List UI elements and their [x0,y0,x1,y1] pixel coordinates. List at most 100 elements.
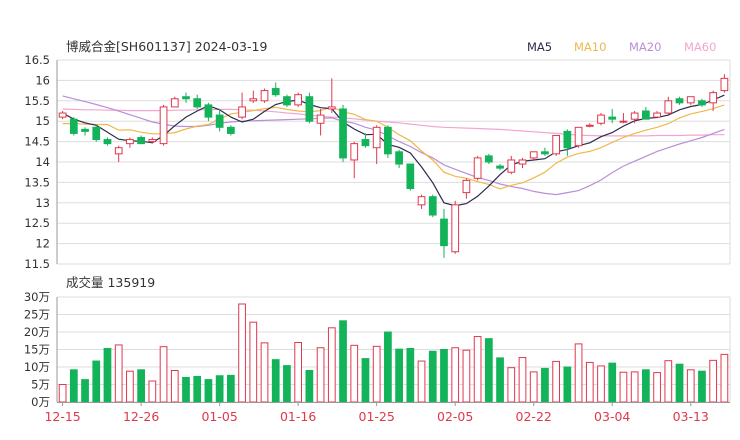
volume-tick-label: 25万 [24,308,50,322]
volume-bar-up [316,347,325,403]
volume-bar-up [159,346,168,403]
volume-bar-down [440,349,448,403]
volume-bar-down [305,370,314,403]
candle-body-up [327,106,336,110]
ma60-line [62,108,725,137]
candle-body-down [484,155,493,163]
volume-bar-up [126,370,134,403]
candle-body-down [563,130,572,149]
candle-body-down [103,139,112,145]
volume-bar-up [294,342,303,403]
volume-bar-down [204,379,213,403]
candle-body-up [170,98,179,108]
volume-bar-down [496,357,504,403]
volume-tick-label: 5万 [31,378,50,392]
volume-bar-up [686,369,695,403]
volume-bar-down [283,365,291,403]
volume-bar-down [137,369,145,403]
volume-bar-up [148,380,157,403]
price-tick-label: 15.5 [24,94,50,108]
volume-bar-down [428,350,437,403]
candle-body-up [585,124,594,127]
volume-bar-up [597,365,605,403]
volume-bar-up [462,349,471,403]
candle-body-up [597,114,605,124]
volume-bars [58,303,729,403]
candle-body-up [619,120,628,123]
legend-ma10: MA10 [574,40,606,54]
candle-body-up [686,96,695,104]
candles [58,74,729,258]
volume-bar-up [518,357,527,403]
volume-bar-up [529,371,538,403]
volume-bar-down [541,367,549,403]
candle-body-up [350,143,359,161]
candle-body-down [305,96,314,122]
volume-bar-up [653,372,661,403]
price-y-axis: 16.5 16 15.5 15 14.5 14 13.5 13 12.5 12 11.5 [24,53,731,271]
volume-y-axis: 30万 25万 20万 15万 10万 5万 0万 [24,290,731,409]
date-axis: 12-15 12-26 01-05 01-16 01-25 02-05 02-22 03-04… [44,402,730,424]
candle-body-down [384,126,392,155]
candle-body-down [541,151,549,155]
volume-tick-label: 0万 [31,395,50,409]
date-tick-label: 02-22 [516,409,552,424]
volume-bar-down [339,320,347,403]
volume-bar-down [69,369,78,403]
price-tick-label: 12.5 [24,216,50,230]
volume-bar-up [58,384,67,403]
volume-tick-label: 30万 [24,290,50,304]
candle-body-up [260,90,269,102]
volume-bar-up [720,353,729,403]
volume-bar-up [630,371,639,403]
volume-bar-down [226,374,235,403]
candle-body-down [361,139,370,147]
candle-body-up [709,92,718,104]
volume-bar-up [473,336,482,403]
legend-ma60: MA60 [684,40,716,54]
candle-body-up [159,106,168,145]
ma10-line [62,104,725,190]
volume-bar-down [361,358,370,403]
candle-body-up [58,112,67,118]
volume-grid [57,296,730,403]
candle-body-up [630,112,639,120]
volume-bar-up [350,344,359,403]
candle-body-up [294,94,303,106]
volume-bar-up [327,327,336,403]
price-tick-label: 13 [35,196,50,210]
volume-tick-label: 15万 [24,343,50,357]
volume-bar-up [574,343,583,403]
date-tick-label: 01-25 [359,409,395,424]
candle-body-down [271,88,280,96]
volume-bar-down [406,347,415,403]
volume-bar-down [271,359,280,403]
candle-body-up [462,179,471,194]
date-tick-label: 02-05 [437,409,473,424]
candle-body-down [182,96,190,100]
volume-bar-down [698,370,706,403]
price-grid [57,59,730,265]
candle-body-down [226,126,235,134]
candle-body-down [675,98,684,104]
volume-bar-up [619,371,628,403]
legend-ma5: MA5 [527,40,552,54]
volume-bar-up [170,370,179,403]
legend-ma20: MA20 [629,40,661,54]
candle-body-down [193,98,202,108]
candle-body-up [451,204,460,253]
volume-bar-up [238,303,246,403]
candle-body-up [653,112,661,118]
volume-bar-up [260,342,269,403]
volume-bar-up [507,367,516,403]
candle-body-down [92,126,101,141]
candle-body-up [529,151,538,159]
volume-bar-down [182,377,190,403]
volume-label: 成交量 135919 [66,275,155,290]
volume-tick-label: 10万 [24,360,50,374]
candle-body-up [372,126,381,149]
candle-body-down [339,108,347,159]
ma-legend: MA5 MA10 MA20 MA60 [527,40,716,54]
volume-bar-down [193,375,202,403]
date-tick-label: 03-04 [594,409,630,424]
